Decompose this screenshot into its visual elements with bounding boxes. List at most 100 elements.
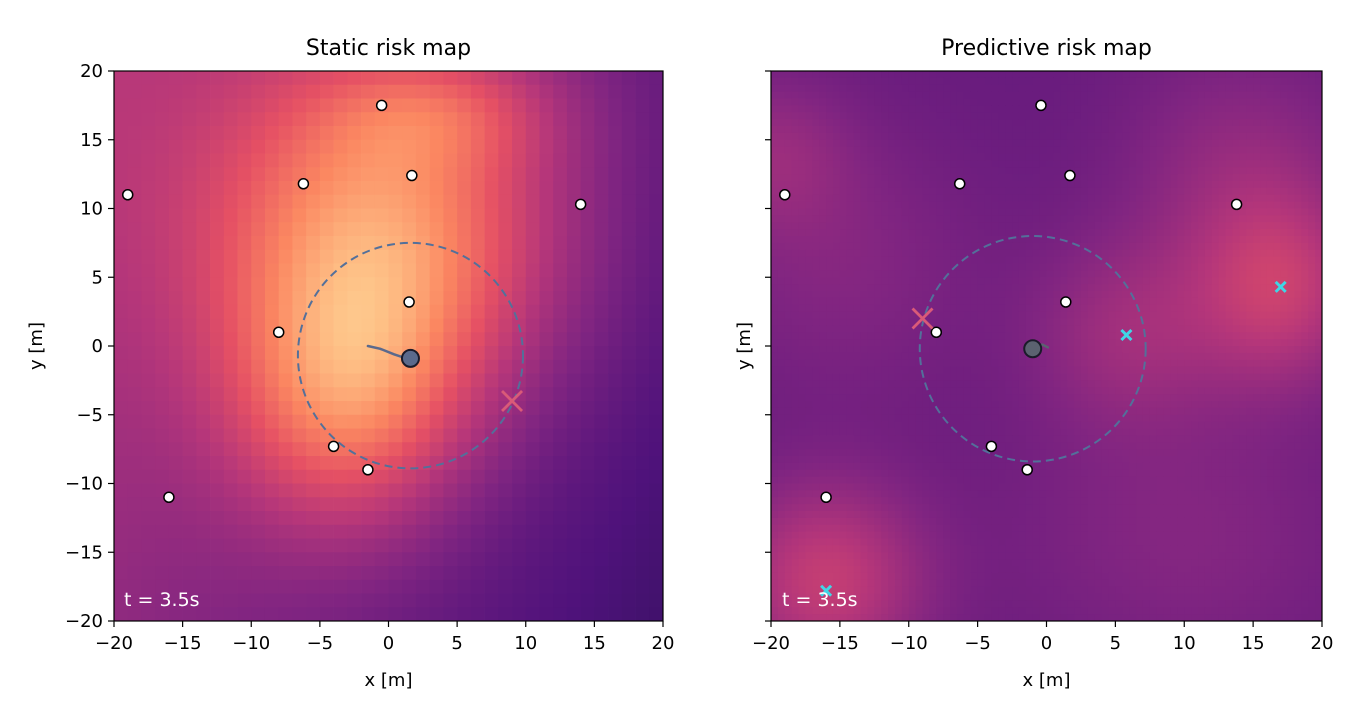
heatmap-cell <box>860 194 869 203</box>
heatmap-cell <box>929 146 937 155</box>
heatmap-cell <box>1136 291 1144 299</box>
heatmap-cell <box>991 160 999 168</box>
heatmap-cell <box>1156 153 1165 161</box>
heatmap-cell <box>1191 167 1199 175</box>
heatmap-cell <box>826 256 834 265</box>
heatmap-cell <box>1184 311 1192 320</box>
heatmap-cell <box>223 222 238 237</box>
heatmap-cell <box>512 167 527 182</box>
heatmap-cell <box>1156 318 1165 326</box>
heatmap-cell <box>1149 346 1158 354</box>
heatmap-cell <box>894 249 903 258</box>
heatmap-cell <box>1246 346 1254 354</box>
heatmap-cell <box>443 304 458 319</box>
heatmap-cell <box>1253 263 1261 271</box>
heatmap-cell <box>1129 318 1137 326</box>
heatmap-cell <box>319 497 334 512</box>
heatmap-cell <box>812 325 820 333</box>
heatmap-cell <box>1067 181 1075 189</box>
heatmap-cell <box>1005 119 1013 127</box>
heatmap-cell <box>1239 153 1247 161</box>
heatmap-cell <box>635 497 650 512</box>
heatmap-cell <box>168 194 183 209</box>
heatmap-cell <box>1094 284 1103 292</box>
heatmap-cell <box>1053 318 1061 326</box>
heatmap-cell <box>936 194 944 203</box>
heatmap-cell <box>1136 146 1144 155</box>
heatmap-cell <box>832 187 841 196</box>
heatmap-cell <box>525 456 540 471</box>
heatmap-cell <box>210 167 225 182</box>
heatmap-cell <box>608 153 623 168</box>
heatmap-cell <box>429 222 444 237</box>
heatmap-cell <box>429 414 444 429</box>
heatmap-cell <box>141 593 156 608</box>
heatmap-cell <box>361 181 376 196</box>
heatmap-cell <box>127 414 142 429</box>
heatmap-cell <box>922 332 931 340</box>
heatmap-cell <box>984 270 992 278</box>
heatmap-cell <box>388 387 403 402</box>
heatmap-cell <box>888 139 896 148</box>
heatmap-cell <box>771 194 779 203</box>
heatmap-cell <box>943 167 951 175</box>
heatmap-cell <box>1287 98 1296 106</box>
heatmap-cell <box>1211 174 1220 182</box>
heatmap-cell <box>1266 167 1275 175</box>
heatmap-cell <box>525 511 540 526</box>
heatmap-cell <box>784 256 793 265</box>
heatmap-cell <box>998 304 1006 313</box>
heatmap-cell <box>512 304 527 319</box>
heatmap-cell <box>901 291 910 299</box>
heatmap-cell <box>950 139 958 148</box>
heatmap-cell <box>936 311 944 320</box>
heatmap-cell <box>1108 332 1116 340</box>
heatmap-cell <box>237 428 252 443</box>
heatmap-cell <box>1149 249 1158 258</box>
heatmap-cell <box>881 277 889 285</box>
heatmap-cell <box>1191 112 1199 120</box>
heatmap-cell <box>832 277 841 285</box>
heatmap-cell <box>168 442 183 457</box>
heatmap-cell <box>484 497 499 512</box>
heatmap-cell <box>922 291 931 299</box>
heatmap-cell <box>977 277 986 285</box>
heatmap-cell <box>210 291 225 306</box>
heatmap-cell <box>1039 311 1048 320</box>
heatmap-cell <box>1266 277 1275 285</box>
heatmap-cell <box>1046 311 1054 320</box>
heatmap-cell <box>429 428 444 443</box>
heatmap-cell <box>114 249 129 264</box>
heatmap-cell <box>1315 139 1322 148</box>
heatmap-cell <box>860 126 869 134</box>
heatmap-cell <box>429 538 444 553</box>
heatmap-cell <box>846 332 855 340</box>
heatmap-cell <box>956 352 965 361</box>
heatmap-cell <box>1239 304 1247 313</box>
heatmap-cell <box>798 91 807 100</box>
heatmap-cell <box>1032 201 1041 210</box>
heatmap-cell <box>812 167 820 175</box>
heatmap-cell <box>908 325 917 333</box>
heatmap-cell <box>1136 181 1144 189</box>
heatmap-cell <box>1046 105 1054 113</box>
heatmap-cell <box>1142 91 1151 100</box>
heatmap-cell <box>881 98 889 106</box>
heatmap-cell <box>1018 194 1027 203</box>
heatmap-cell <box>1129 181 1137 189</box>
heatmap-cell <box>1101 325 1110 333</box>
heatmap-cell <box>867 201 875 210</box>
heatmap-cell <box>374 71 389 86</box>
heatmap-cell <box>977 270 986 278</box>
heatmap-cell <box>470 456 485 471</box>
heatmap-cell <box>1101 236 1110 244</box>
heatmap-cell <box>1266 318 1275 326</box>
heatmap-cell <box>943 229 951 237</box>
heatmap-cell <box>1218 187 1227 196</box>
heatmap-cell <box>470 236 485 251</box>
heatmap-cell <box>777 215 786 223</box>
heatmap-cell <box>956 263 965 271</box>
heatmap-cell <box>566 456 581 471</box>
heatmap-cell <box>566 112 581 127</box>
heatmap-cell <box>498 181 513 196</box>
